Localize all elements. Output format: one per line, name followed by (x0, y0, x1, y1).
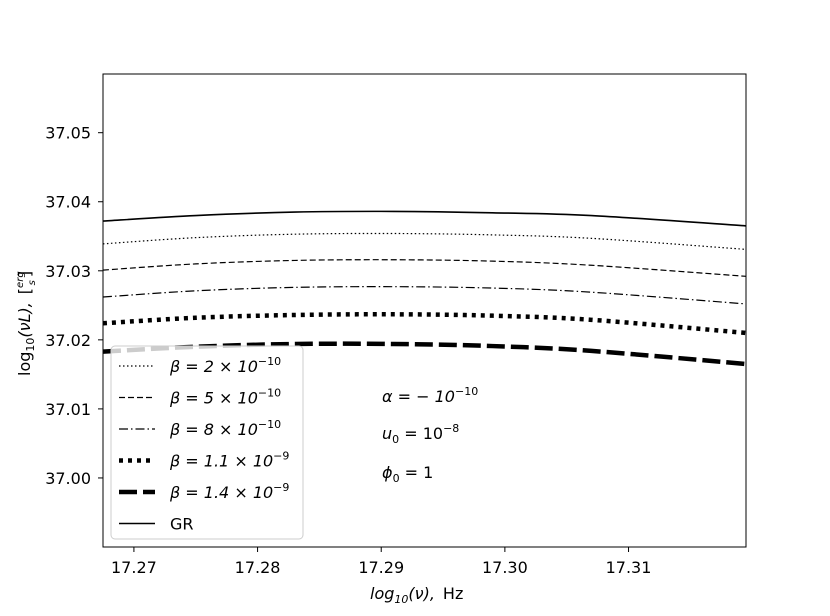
x-tick-label: 17.29 (358, 558, 404, 577)
y-tick-label: 37.02 (45, 331, 91, 350)
x-tick-label: 17.31 (606, 558, 652, 577)
series-line-0 (102, 232, 747, 250)
series-line-1 (102, 259, 747, 277)
y-tick-label: 37.03 (45, 262, 91, 281)
annotation-phi0: ϕ0 = 1 (382, 463, 433, 485)
plot-frame (102, 73, 747, 548)
series-layer (102, 210, 747, 367)
y-tick-label: 37.04 (45, 193, 91, 212)
legend-entries: β = 2 × 10−10 β = 5 × 10−10 β = 8 × 10−10 β… (119, 355, 289, 534)
x-axis-label: log10(ν), Hz (370, 584, 463, 606)
annotation-alpha: α = − 10−10 (382, 385, 478, 406)
y-axis-label: log10(νL),[ergs] (15, 271, 38, 376)
y-tick-label: 37.01 (45, 400, 91, 419)
series-line-3 (102, 312, 747, 336)
x-tick-label: 17.28 (235, 558, 281, 577)
y-tick-label: 37.05 (45, 124, 91, 143)
x-tick-label: 17.30 (482, 558, 528, 577)
legend-label: GR (170, 515, 194, 534)
series-line-5 (102, 210, 747, 227)
x-axis-ticks: 17.27 17.28 17.29 17.30 17.31 (111, 547, 651, 577)
annotations: α = − 10−10 u0 = 10−8 ϕ0 = 1 (382, 385, 478, 485)
series-line-2 (102, 286, 747, 305)
y-axis-ticks: 37.00 37.01 37.02 37.03 37.04 37.05 (45, 124, 103, 488)
legend-box (110, 345, 304, 540)
legend-label: β = 8 × 10−10 (169, 418, 281, 439)
legend-label: β = 1.1 × 10−9 (169, 450, 289, 471)
annotation-u0: u0 = 10−8 (382, 422, 459, 446)
x-tick-label: 17.27 (111, 558, 157, 577)
legend-label: β = 2 × 10−10 (169, 355, 281, 376)
legend: β = 2 × 10−10 β = 5 × 10−10 β = 8 × 10−10 β… (110, 345, 304, 540)
legend-label: β = 1.4 × 10−9 (169, 481, 289, 502)
legend-label: β = 5 × 10−10 (169, 387, 281, 408)
y-tick-label: 37.00 (45, 469, 91, 488)
series-line-4 (102, 341, 747, 367)
